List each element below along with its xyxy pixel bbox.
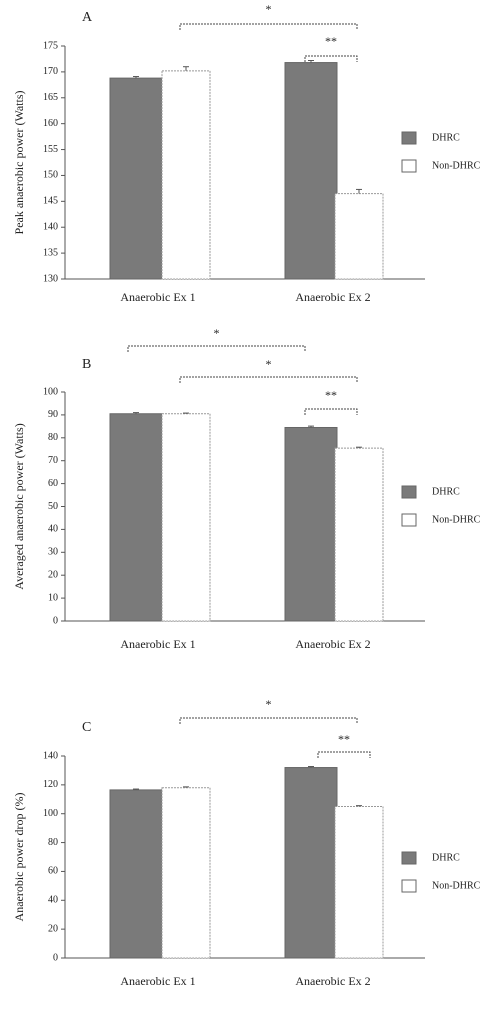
legend-swatch xyxy=(401,485,417,499)
y-tick-label: 140 xyxy=(43,222,58,233)
bar xyxy=(161,413,211,622)
legend-swatch xyxy=(401,513,417,527)
y-axis-label: Anaerobic power drop (%) xyxy=(12,793,26,922)
y-tick-label: 90 xyxy=(48,409,58,420)
y-axis-label: Averaged anaerobic power (Watts) xyxy=(12,423,26,589)
legend-label: Non-DHRC xyxy=(432,880,481,891)
y-tick-label: 130 xyxy=(43,273,58,284)
x-tick-label: Anaerobic Ex 1 xyxy=(120,290,195,304)
x-tick-label: Anaerobic Ex 2 xyxy=(295,637,370,651)
y-tick-label: 0 xyxy=(53,952,58,963)
bar xyxy=(334,447,384,622)
bar xyxy=(161,787,211,959)
significance-bracket xyxy=(179,23,358,30)
y-tick-label: 60 xyxy=(48,866,58,877)
significance-bracket xyxy=(179,376,358,383)
x-tick-label: Anaerobic Ex 2 xyxy=(295,974,370,988)
significance-label: * xyxy=(266,697,272,711)
significance-label: * xyxy=(266,2,272,16)
legend-label: Non-DHRC xyxy=(432,160,481,171)
y-tick-label: 160 xyxy=(43,118,58,129)
legend-swatch xyxy=(401,131,417,145)
significance-label: * xyxy=(266,357,272,371)
y-tick-label: 0 xyxy=(53,615,58,626)
significance-label: * xyxy=(214,326,220,340)
legend-swatch xyxy=(401,159,417,173)
legend-label: DHRC xyxy=(432,132,460,143)
legend-label: Non-DHRC xyxy=(432,514,481,525)
y-tick-label: 170 xyxy=(43,66,58,77)
y-tick-label: 155 xyxy=(43,144,58,155)
x-tick-label: Anaerobic Ex 1 xyxy=(120,974,195,988)
y-tick-label: 120 xyxy=(43,779,58,790)
legend-label: DHRC xyxy=(432,852,460,863)
y-tick-label: 40 xyxy=(48,895,58,906)
significance-bracket xyxy=(304,408,358,415)
y-tick-label: 145 xyxy=(43,196,58,207)
y-tick-label: 70 xyxy=(48,455,58,466)
y-tick-label: 135 xyxy=(43,247,58,258)
bar xyxy=(109,77,163,280)
bar xyxy=(161,70,211,280)
y-tick-label: 140 xyxy=(43,750,58,761)
y-tick-label: 20 xyxy=(48,923,58,934)
significance-bracket xyxy=(304,55,358,62)
significance-label: ** xyxy=(338,732,350,746)
significance-bracket xyxy=(179,717,358,724)
y-tick-label: 100 xyxy=(43,386,58,397)
bar xyxy=(284,767,338,959)
y-tick-label: 150 xyxy=(43,170,58,181)
bar xyxy=(334,806,384,959)
y-tick-label: 30 xyxy=(48,547,58,558)
panel-title: C xyxy=(82,720,91,735)
y-tick-label: 80 xyxy=(48,837,58,848)
y-tick-label: 60 xyxy=(48,478,58,489)
significance-bracket xyxy=(127,345,306,352)
legend-swatch xyxy=(401,879,417,893)
panel-title: A xyxy=(82,10,93,25)
y-tick-label: 40 xyxy=(48,524,58,535)
significance-label: ** xyxy=(325,34,337,48)
y-tick-label: 20 xyxy=(48,569,58,580)
panel-title: B xyxy=(82,357,91,372)
legend-swatch xyxy=(401,851,417,865)
y-tick-label: 165 xyxy=(43,92,58,103)
significance-bracket xyxy=(317,751,371,758)
y-tick-label: 100 xyxy=(43,808,58,819)
bar xyxy=(109,413,163,622)
significance-label: ** xyxy=(325,388,337,402)
y-tick-label: 80 xyxy=(48,432,58,443)
bar xyxy=(284,426,338,622)
x-tick-label: Anaerobic Ex 2 xyxy=(295,290,370,304)
y-tick-label: 175 xyxy=(43,40,58,51)
y-tick-label: 50 xyxy=(48,501,58,512)
bar xyxy=(284,62,338,280)
x-tick-label: Anaerobic Ex 1 xyxy=(120,637,195,651)
y-axis-label: Peak anaerobic power (Watts) xyxy=(12,91,26,235)
bar xyxy=(109,789,163,959)
bar xyxy=(334,193,384,280)
legend-label: DHRC xyxy=(432,486,460,497)
y-tick-label: 10 xyxy=(48,592,58,603)
